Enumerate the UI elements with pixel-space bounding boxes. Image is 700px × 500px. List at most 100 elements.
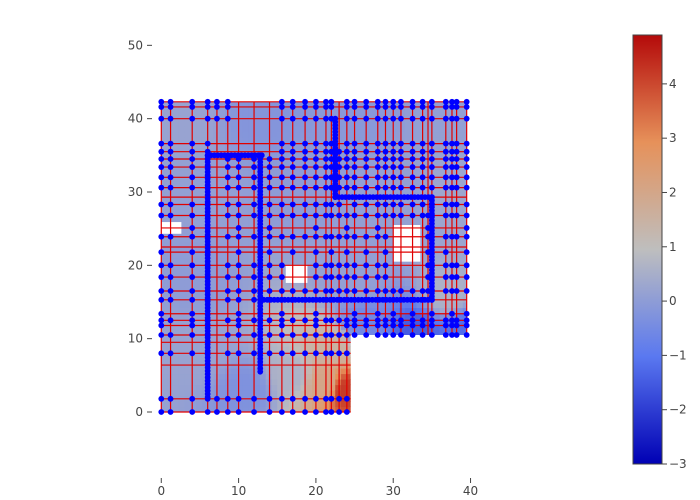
heatmap-cell (358, 236, 365, 243)
heatmap-cell (300, 313, 307, 320)
heatmap-cell (236, 390, 244, 397)
heatmap-cell (346, 203, 354, 210)
heatmap-cell (341, 137, 348, 144)
heatmap-cell (230, 126, 238, 133)
mesh-node (363, 249, 370, 256)
heatmap-cell (230, 115, 238, 122)
heatmap-cell (161, 197, 168, 204)
heatmap-cell (439, 379, 447, 386)
heatmap-cell (178, 390, 186, 397)
heatmap-cell (294, 379, 302, 386)
heatmap-cell (387, 252, 394, 259)
heatmap-cell (259, 115, 267, 122)
heatmap-cell (236, 302, 244, 309)
heatmap-cell (230, 241, 238, 248)
heatmap-cell (387, 137, 394, 144)
heatmap-cell (433, 258, 441, 265)
heatmap-cell (184, 263, 191, 270)
heatmap-cell (358, 329, 365, 336)
heatmap-cell (190, 291, 197, 298)
heatmap-cell (381, 373, 389, 380)
heatmap-cell (190, 252, 197, 259)
mesh-node (189, 274, 196, 280)
mesh-node (189, 262, 196, 269)
heatmap-cell (329, 241, 336, 248)
mesh-node (224, 288, 231, 294)
heatmap-cell (230, 384, 238, 391)
mesh-node (382, 288, 389, 294)
heatmap-cell (439, 280, 447, 287)
heatmap-cell (439, 175, 447, 182)
heatmap-cell (242, 148, 249, 155)
heatmap-cell (375, 379, 383, 386)
heatmap-cell (283, 379, 290, 386)
heatmap-cell (265, 390, 273, 397)
mesh-node (453, 174, 460, 181)
mesh-node (167, 296, 174, 303)
heatmap-cell (201, 131, 209, 138)
heatmap-cell (317, 269, 325, 276)
heatmap-cell (271, 313, 278, 320)
heatmap-cell (184, 280, 191, 287)
heatmap-cell (370, 153, 377, 160)
heatmap-cell (404, 137, 412, 144)
heatmap-cell (236, 159, 244, 166)
heatmap-cell (422, 181, 429, 188)
heatmap-cell (364, 230, 371, 237)
heatmap-cell (207, 384, 215, 391)
mesh-node (363, 140, 370, 147)
heatmap-cell (422, 401, 429, 408)
heatmap-cell (242, 109, 249, 116)
heatmap-cell (190, 230, 197, 237)
heatmap-cell (248, 280, 255, 287)
heatmap-cell (410, 181, 418, 188)
heatmap-cell (410, 280, 418, 287)
heatmap-cell (317, 109, 325, 116)
heatmap-cell (265, 192, 273, 199)
heatmap-cell (445, 214, 452, 221)
heatmap-cell (312, 280, 319, 287)
heatmap-cell (346, 258, 354, 265)
heatmap-cell (190, 181, 197, 188)
heatmap-cell (387, 142, 394, 149)
heatmap-cell (271, 109, 278, 116)
heatmap-cell (375, 252, 383, 259)
heatmap-cell (161, 241, 168, 248)
heatmap-cell (172, 280, 180, 287)
heatmap-cell (439, 285, 447, 292)
heatmap-cell (399, 269, 406, 276)
mesh-node (323, 148, 329, 155)
mesh-node (336, 350, 343, 357)
heatmap-cell (393, 302, 400, 309)
heatmap-cell (190, 401, 197, 408)
mesh-node (189, 249, 196, 256)
heatmap-cell (172, 351, 180, 358)
heatmap-cell (457, 208, 464, 215)
heatmap-cell (306, 153, 313, 160)
mesh-node (363, 156, 370, 162)
heatmap-cell (381, 384, 389, 391)
heatmap-cell (317, 318, 325, 325)
mesh-node (409, 98, 416, 105)
heatmap-cell (375, 340, 383, 347)
mesh-node (251, 233, 257, 240)
heatmap-cell (387, 241, 394, 248)
heatmap-cell (277, 368, 284, 375)
heatmap-cell (254, 357, 261, 364)
mesh-node (289, 332, 296, 338)
heatmap-cell (317, 247, 325, 254)
mesh-node (167, 409, 174, 415)
mesh-node (266, 332, 273, 338)
heatmap-cell (242, 373, 249, 380)
heatmap-cell (283, 192, 290, 199)
heatmap-cell (277, 252, 284, 259)
heatmap-cell (375, 269, 383, 276)
mesh-node (278, 212, 285, 219)
colorbar-bar (632, 34, 663, 465)
heatmap-cell (433, 181, 441, 188)
heatmap-cell (341, 236, 348, 243)
heatmap-cell (381, 307, 389, 314)
heatmap-cell (201, 230, 209, 237)
heatmap-cell (236, 197, 244, 204)
heatmap-cell (288, 302, 296, 309)
